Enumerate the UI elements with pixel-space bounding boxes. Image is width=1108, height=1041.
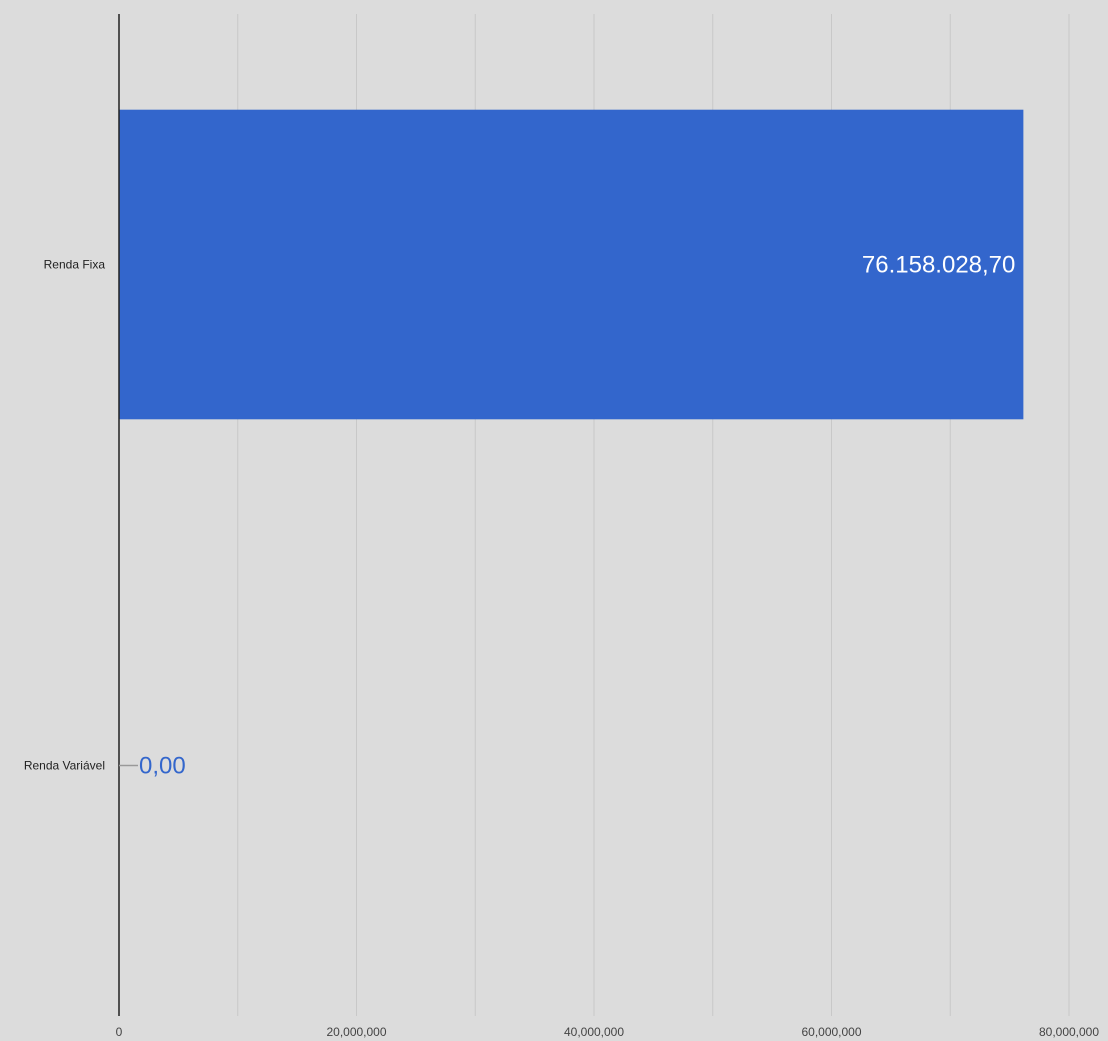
data-label: 76.158.028,70 <box>862 252 1015 279</box>
bars <box>119 109 1024 420</box>
x-tick-label: 0 <box>116 1025 123 1039</box>
x-tick-label: 80,000,000 <box>1039 1025 1099 1039</box>
x-tick-label: 40,000,000 <box>564 1025 624 1039</box>
x-tick-label: 60,000,000 <box>801 1025 861 1039</box>
data-label: 0,00 <box>139 753 186 780</box>
bar-renda-fixa <box>119 109 1024 420</box>
x-tick-label: 20,000,000 <box>326 1025 386 1039</box>
labels: 0 20,000,000 40,000,000 60,000,000 80,000,00… <box>24 252 1100 1040</box>
y-category-label: Renda Variável <box>24 759 105 773</box>
y-category-label: Renda Fixa <box>44 258 106 272</box>
